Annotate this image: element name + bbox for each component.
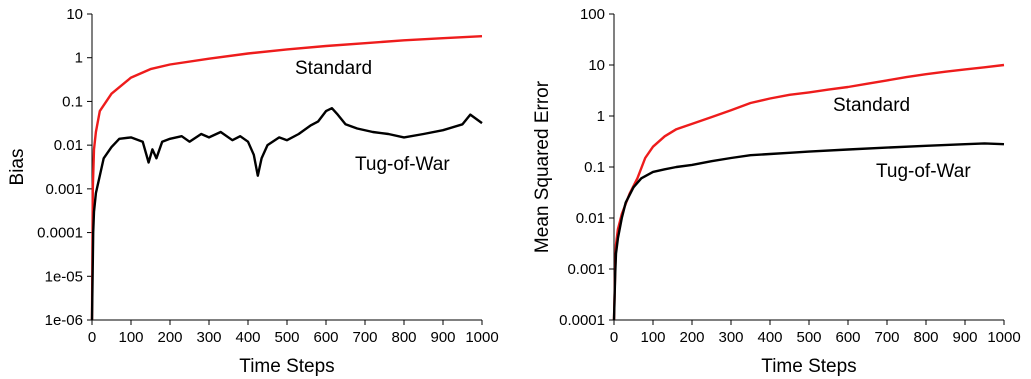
mse-series-standard (612, 63, 1005, 321)
mse-x-tick-label: 100 (640, 329, 665, 346)
bias-x-tick-label: 900 (430, 329, 455, 346)
bias-x-axis-title: Time Steps (239, 356, 334, 377)
mse-x-tick-label: 1000 (987, 329, 1020, 346)
mse-x-tick-label: 800 (913, 329, 938, 346)
mse-x-tick-label: 400 (757, 329, 782, 346)
bias-x-tick-label: 400 (235, 329, 260, 346)
mse-standard-annotation: Standard (833, 95, 910, 116)
bias-y-tick-label: 1e-06 (45, 312, 83, 329)
mse-y-tick-label: 0.0001 (559, 312, 605, 329)
mse-y-tick-label: 10 (588, 57, 605, 74)
mse-y-tick-label: 0.1 (584, 159, 605, 176)
bias-x-tick-label: 200 (157, 329, 182, 346)
mse-series-tug-of-war (612, 142, 1005, 321)
mse-tug-of-war-annotation: Tug-of-War (876, 161, 971, 182)
bias-y-tick-label: 0.0001 (37, 225, 83, 242)
bias-series-standard (90, 35, 483, 321)
mse-x-tick-label: 200 (679, 329, 704, 346)
bias-y-tick-label: 0.1 (62, 93, 83, 110)
bias-y-tick-label: 1 (75, 50, 83, 67)
mse-x-tick-label: 500 (796, 329, 821, 346)
bias-x-tick-label: 100 (118, 329, 143, 346)
bias-series-tug-of-war (90, 106, 483, 321)
mse-y-tick-label: 0.01 (576, 210, 605, 227)
bias-x-tick-label: 700 (352, 329, 377, 346)
bias-x-ticks: 0 100 200 300 400 500 600 700 800 900 1000 (88, 320, 499, 346)
bias-x-tick-label: 300 (196, 329, 221, 346)
mse-y-tick-label: 0.001 (567, 261, 605, 278)
bias-standard-annotation: Standard (295, 58, 372, 79)
mse-x-axis-title: Time Steps (761, 356, 856, 377)
bias-x-tick-label: 600 (313, 329, 338, 346)
bias-y-tick-label: 0.001 (45, 181, 83, 198)
mse-y-tick-label: 100 (580, 6, 605, 23)
mse-series (612, 63, 1005, 321)
bias-chart: 1e-06 1e-05 0.0001 0.001 0.01 0.1 1 10 0 100 200 3… (7, 6, 499, 377)
bias-y-tick-label: 0.01 (54, 137, 83, 154)
bias-tug-of-war-annotation: Tug-of-War (355, 154, 450, 175)
mse-y-tick-label: 1 (597, 108, 605, 125)
mse-y-axis-title: Mean Squared Error (532, 80, 553, 253)
bias-y-tick-label: 1e-05 (45, 268, 83, 285)
bias-y-axis-title: Bias (7, 149, 28, 186)
bias-x-tick-label: 0 (88, 329, 96, 346)
mse-x-tick-label: 700 (874, 329, 899, 346)
mse-x-ticks: 0 100 200 300 400 500 600 700 800 900 1000 (610, 320, 1021, 346)
mse-x-tick-label: 300 (718, 329, 743, 346)
bias-x-tick-label: 800 (391, 329, 416, 346)
mse-x-tick-label: 600 (835, 329, 860, 346)
bias-x-tick-label: 1000 (465, 329, 498, 346)
mse-x-tick-label: 0 (610, 329, 618, 346)
mse-chart: 0.0001 0.001 0.01 0.1 1 10 100 0 100 200 300 400 50… (532, 6, 1021, 377)
bias-series (90, 35, 483, 321)
mse-y-ticks: 0.0001 0.001 0.01 0.1 1 10 100 (559, 6, 614, 329)
bias-y-ticks: 1e-06 1e-05 0.0001 0.001 0.01 0.1 1 10 (37, 6, 92, 329)
bias-y-tick-label: 10 (66, 6, 83, 23)
bias-x-tick-label: 500 (274, 329, 299, 346)
mse-x-tick-label: 900 (952, 329, 977, 346)
